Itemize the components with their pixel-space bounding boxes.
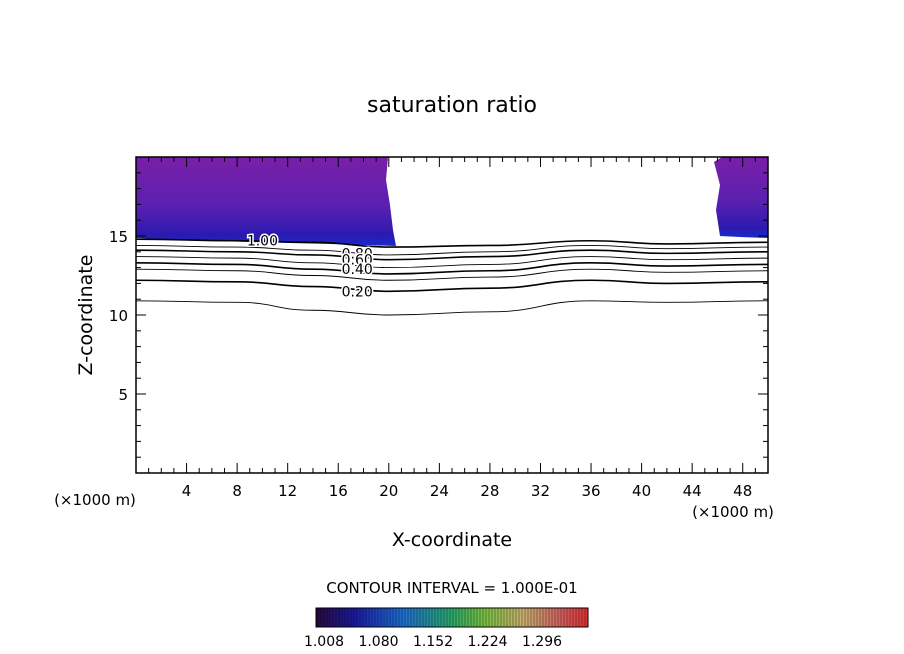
colorbar-tick-label: 1.152: [413, 634, 453, 650]
saturation-region-left: [136, 157, 396, 246]
x-tick-label: 24: [430, 482, 449, 500]
colorbar-tick-label: 1.224: [467, 634, 507, 650]
x-tick-label: 32: [531, 482, 550, 500]
contour-line: [135, 262, 769, 275]
x-tick-label: 8: [232, 482, 242, 500]
saturation-region-right: [714, 157, 768, 238]
x-tick-label: 36: [581, 482, 600, 500]
x-tick-label: 40: [632, 482, 651, 500]
contour-line: [135, 238, 769, 248]
x-tick-label: 48: [733, 482, 752, 500]
contour-line: [135, 268, 769, 281]
colorbar-stripes: [317, 609, 586, 626]
colorbar-tick-label: 1.008: [304, 634, 344, 650]
contour-interval-text: CONTOUR INTERVAL = 1.000E-01: [326, 579, 577, 597]
contour-lines: [135, 238, 769, 316]
contour-line: [135, 256, 769, 269]
contour-line: [135, 249, 769, 261]
x-unit-label-left: (×1000 m): [54, 491, 136, 509]
contour-label: 0.80: [342, 246, 373, 262]
y-tick-label: 15: [109, 228, 128, 246]
x-tick-label: 28: [480, 482, 499, 500]
x-axis-ticks: 4 8 12 16 20 24 28 32 36 40 44 48: [148, 157, 756, 500]
x-axis-label: X-coordinate: [392, 529, 512, 551]
y-axis-ticks: 5 10 15: [109, 172, 768, 458]
contour-label: 0.60: [342, 253, 373, 269]
x-unit-label-right: (×1000 m): [692, 503, 774, 521]
contour-line: [135, 279, 769, 293]
contour-label: 0.20: [342, 284, 373, 300]
contour-label: 0.40: [342, 262, 373, 278]
y-axis-label: Z-coordinate: [75, 255, 97, 376]
contour-labels: 1.00 0.800.600.40 0.20: [245, 232, 374, 302]
colorbar: [315, 607, 589, 628]
x-tick-label: 16: [329, 482, 348, 500]
colorbar-tick-label: 1.296: [522, 634, 562, 650]
contour-label: 1.00: [247, 234, 278, 250]
x-tick-label: 12: [278, 482, 297, 500]
contour-line: [135, 245, 769, 256]
x-tick-label: 20: [379, 482, 398, 500]
x-tick-label: 4: [182, 482, 192, 500]
contour-line: [135, 300, 769, 316]
y-tick-label: 10: [109, 307, 128, 325]
y-tick-label: 5: [118, 386, 128, 404]
colorbar-tick-label: 1.080: [358, 634, 398, 650]
colorbar-tick-labels: 1.008 1.080 1.152 1.224 1.296: [304, 634, 562, 650]
chart-title: saturation ratio: [367, 93, 537, 118]
x-tick-label: 44: [683, 482, 702, 500]
